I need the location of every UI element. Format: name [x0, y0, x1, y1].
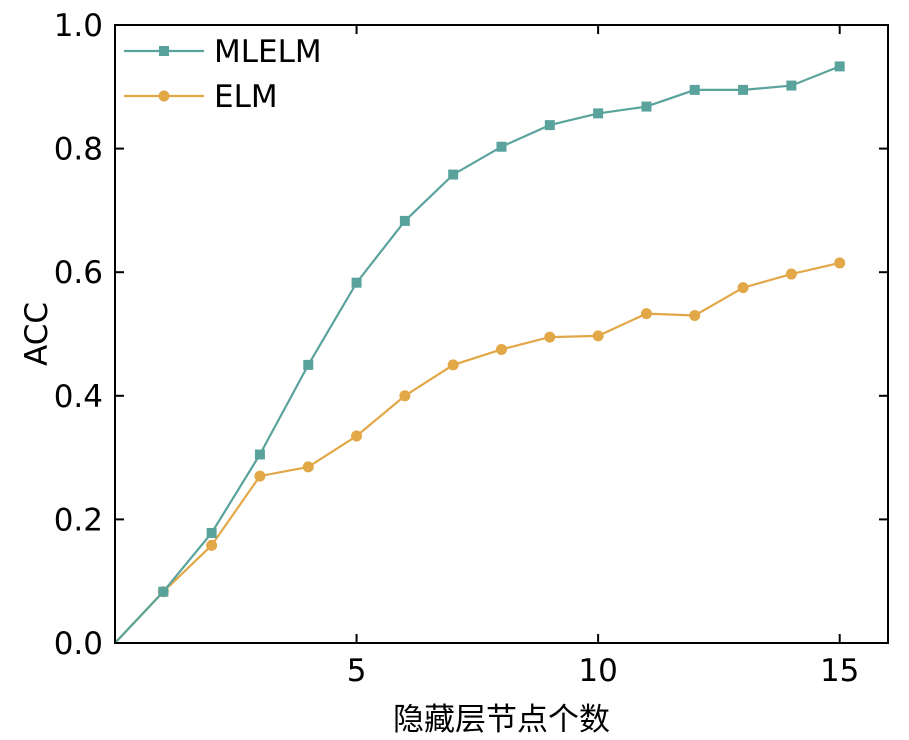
data-point [351, 430, 363, 442]
data-point [593, 108, 604, 119]
y-tick-label: 0.4 [54, 379, 103, 415]
data-point [544, 331, 556, 343]
data-point [689, 84, 700, 95]
data-point [834, 257, 846, 269]
data-point [448, 169, 459, 180]
data-point [785, 268, 797, 280]
plot-frame [114, 24, 889, 644]
y-axis-label: ACC [19, 302, 55, 366]
data-point [399, 215, 410, 226]
data-point [206, 527, 217, 538]
data-point [496, 141, 507, 152]
legend-label: ELM [214, 79, 278, 115]
y-tick-label: 1.0 [54, 8, 103, 44]
data-point [738, 84, 749, 95]
series-line-mlelm [114, 65, 841, 644]
data-point [496, 343, 507, 355]
data-point [544, 120, 555, 131]
data-point [786, 80, 797, 91]
legend-item-elm: ELM [124, 79, 278, 115]
legend-circle-marker [158, 90, 170, 102]
series-mlelm [114, 61, 845, 644]
data-point [834, 61, 845, 72]
legend: MLELM ELM [124, 34, 322, 115]
series-elm [114, 257, 846, 644]
data-point [351, 277, 362, 288]
data-point [254, 470, 266, 482]
data-point [206, 539, 218, 551]
x-tick-label: 10 [578, 653, 617, 689]
data-point [592, 330, 604, 342]
data-point [640, 308, 652, 320]
legend-item-mlelm: MLELM [124, 34, 322, 70]
series-group [114, 61, 846, 644]
ticks-group: 0.0 0.2 0.4 0.6 0.8 1.0 5 10 15 [54, 8, 888, 689]
data-point [641, 101, 652, 112]
x-tick-label: 15 [820, 653, 859, 689]
y-tick-label: 0.6 [54, 255, 103, 291]
y-tick-label: 0.0 [54, 626, 103, 662]
legend-label: MLELM [214, 34, 322, 70]
data-point [689, 309, 701, 321]
legend-square-marker [159, 46, 169, 56]
data-point [254, 449, 265, 460]
x-axis-label: 隐藏层节点个数 [393, 702, 610, 738]
data-point [399, 390, 411, 402]
y-tick-label: 0.2 [54, 502, 103, 538]
data-point [737, 282, 749, 294]
data-point [447, 359, 459, 371]
data-point [158, 586, 169, 597]
x-tick-label: 5 [347, 653, 367, 689]
y-tick-label: 0.8 [54, 132, 103, 168]
series-line-elm [114, 261, 840, 644]
data-point [303, 359, 314, 370]
data-point [302, 461, 314, 473]
